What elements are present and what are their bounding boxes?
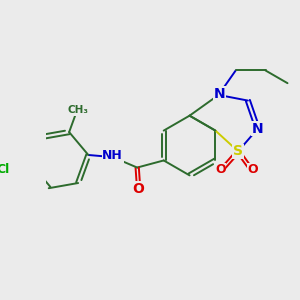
Text: O: O	[248, 163, 258, 176]
Text: CH₃: CH₃	[68, 105, 88, 116]
Text: N: N	[252, 122, 263, 136]
Text: O: O	[215, 163, 226, 176]
Text: Cl: Cl	[0, 163, 10, 176]
Text: N: N	[214, 87, 226, 101]
Text: NH: NH	[102, 149, 123, 162]
Text: S: S	[233, 144, 243, 158]
Text: O: O	[133, 182, 145, 196]
